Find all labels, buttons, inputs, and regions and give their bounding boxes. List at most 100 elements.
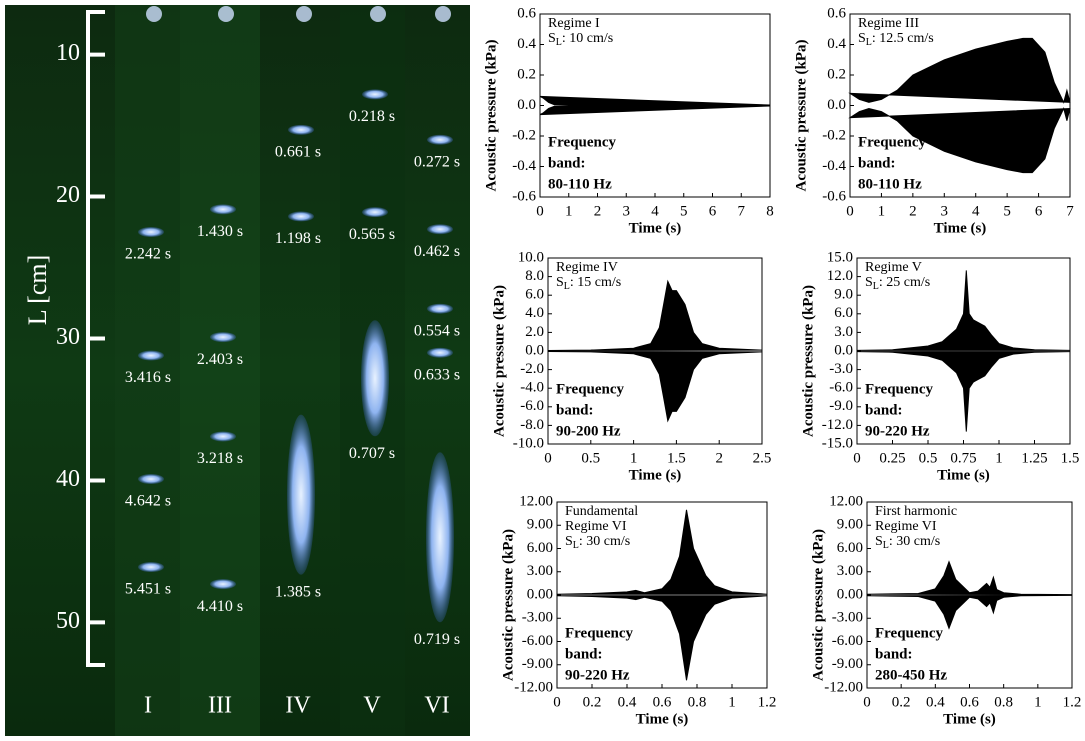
x-tick-label: 5 (1003, 203, 1011, 219)
annotation: SL: 12.5 cm/s (858, 31, 934, 48)
y-tick-label: 6.0 (525, 287, 544, 303)
annotation: Regime VI (565, 519, 627, 534)
burner (435, 6, 451, 22)
x-tick-label: 0.8 (688, 694, 707, 710)
flame-time-label: 0.719 s (414, 631, 460, 648)
frequency-band: band: (556, 402, 594, 418)
flame (210, 579, 236, 589)
frequency-band: 280-450 Hz (875, 667, 947, 683)
annotation: Regime V (865, 260, 922, 275)
y-axis-label: Acoustic pressure (kPa) (483, 40, 499, 192)
y-tick-label: -9.00 (522, 656, 553, 672)
frequency-band: 80-110 Hz (548, 176, 612, 192)
flame-time-label: 0.554 s (414, 322, 460, 339)
y-tick-label: -12.00 (514, 679, 553, 695)
x-tick-label: 1 (565, 203, 573, 219)
x-tick-label: 2 (909, 203, 917, 219)
column-label: IV (285, 693, 311, 719)
x-tick-label: 1 (728, 694, 736, 710)
y-tick-label: -3.00 (522, 610, 553, 626)
flame-time-label: 0.565 s (349, 226, 395, 243)
signal-envelope (548, 281, 762, 350)
burner (370, 6, 386, 22)
frequency-band: 90-220 Hz (865, 423, 930, 439)
ruler-tick-label: 40 (56, 466, 80, 492)
column-label: VI (424, 693, 449, 719)
x-tick-label: 2 (715, 450, 723, 466)
frequency-band: Frequency (556, 381, 625, 397)
y-tick-label: -9.00 (832, 656, 863, 672)
y-tick-label: -0.6 (512, 188, 536, 204)
y-tick-label: -12.00 (824, 679, 863, 695)
x-axis-label: Time (s) (629, 220, 682, 236)
ruler-tick-label: 30 (56, 324, 80, 350)
x-tick-label: 1 (878, 203, 886, 219)
y-tick-label: 12.00 (829, 493, 863, 509)
burner (146, 6, 162, 22)
flame (288, 211, 314, 221)
y-tick-label: 0.00 (837, 586, 863, 602)
y-tick-label: -12.0 (822, 417, 853, 433)
flame (210, 332, 236, 342)
x-tick-label: 4 (651, 203, 659, 219)
y-axis-label: Acoustic pressure (kPa) (810, 529, 826, 681)
x-tick-label: 1 (630, 450, 638, 466)
x-tick-label: 0.6 (960, 694, 979, 710)
y-tick-label: 9.0 (834, 287, 853, 303)
y-tick-label: -0.4 (512, 158, 536, 174)
y-tick-label: 9.00 (837, 517, 863, 533)
x-tick-label: 8 (766, 203, 774, 219)
flame (426, 452, 454, 622)
ruler-tick-label: 50 (56, 608, 80, 634)
flame (287, 415, 315, 575)
x-tick-label: 0.2 (583, 694, 602, 710)
y-tick-label: 3.00 (837, 563, 863, 579)
flame (427, 135, 453, 145)
flame (427, 348, 453, 358)
y-axis-label: Acoustic pressure (kPa) (491, 285, 507, 437)
x-tick-label: 0.8 (994, 694, 1013, 710)
y-tick-label: 0.4 (827, 36, 846, 52)
y-tick-label: 0.00 (527, 586, 553, 602)
flame (427, 224, 453, 234)
x-tick-label: 6 (709, 203, 717, 219)
frequency-band: band: (548, 155, 586, 171)
column-label: I (144, 693, 152, 719)
x-tick-label: 4 (972, 203, 980, 219)
x-tick-label: 1.2 (758, 694, 777, 710)
annotation: First harmonic (875, 504, 957, 519)
x-axis-label: Time (s) (934, 220, 987, 236)
x-axis-label: Time (s) (636, 711, 689, 727)
annotation: Regime IV (556, 260, 618, 275)
figure: L [cm] 1020304050I2.242 s3.416 s4.642 s5… (0, 0, 1085, 741)
y-tick-label: 0.2 (827, 66, 846, 82)
x-tick-label: 0.2 (892, 694, 911, 710)
flame-time-label: 2.242 s (125, 246, 171, 263)
frequency-band: 90-200 Hz (556, 423, 621, 439)
y-tick-label: 6.00 (837, 540, 863, 556)
frequency-band: 80-110 Hz (858, 176, 922, 192)
flame-time-label: 3.416 s (125, 369, 171, 386)
x-tick-label: 0.5 (919, 450, 938, 466)
x-axis-label: Time (s) (629, 467, 682, 483)
x-tick-label: 0 (863, 694, 871, 710)
y-tick-label: 12.0 (827, 268, 853, 284)
signal-envelope (867, 562, 1072, 595)
x-tick-label: 1 (1034, 694, 1042, 710)
y-tick-label: 2.0 (525, 324, 544, 340)
y-tick-label: 6.00 (527, 540, 553, 556)
x-tick-label: 1.5 (667, 450, 686, 466)
signal-envelope (540, 96, 770, 105)
x-tick-label: 7 (1066, 203, 1074, 219)
y-tick-label: 0.6 (517, 5, 536, 21)
x-tick-label: 1.5 (1061, 450, 1080, 466)
x-axis-label: Time (s) (937, 467, 990, 483)
flame (210, 431, 236, 441)
x-tick-label: 0.6 (653, 694, 672, 710)
x-axis-label: Time (s) (943, 711, 996, 727)
y-axis-label: Acoustic pressure (kPa) (500, 529, 516, 681)
annotation: SL: 30 cm/s (565, 534, 630, 551)
x-tick-label: 3 (623, 203, 631, 219)
x-tick-label: 7 (738, 203, 746, 219)
y-tick-label: -9.0 (829, 398, 853, 414)
